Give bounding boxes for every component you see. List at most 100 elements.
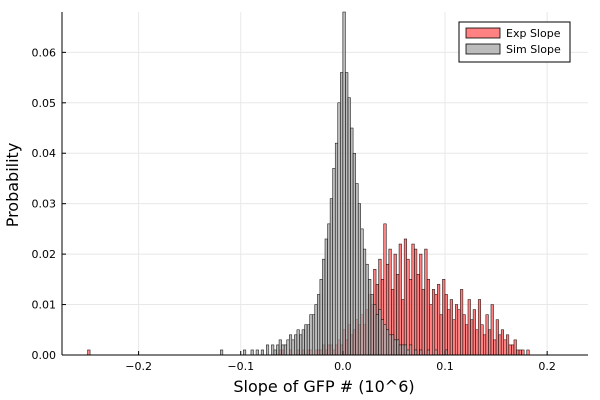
sim-slope-bar	[391, 334, 395, 356]
sim-slope-bar	[350, 127, 354, 356]
exp-slope-bar	[414, 248, 418, 356]
sim-slope-bar	[419, 349, 423, 356]
sim-slope-bar	[281, 344, 285, 356]
exp-slope-bar	[511, 344, 515, 356]
sim-slope-bar	[398, 344, 402, 356]
y-tick-label: 0.04	[32, 147, 57, 160]
x-axis-title: Slope of GFP # (10^6)	[233, 377, 414, 396]
exp-slope-bar	[498, 334, 502, 356]
exp-slope-bar	[434, 294, 438, 356]
sim-slope-bar	[243, 349, 247, 356]
sim-slope-bar	[378, 309, 382, 356]
sim-slope-bar	[401, 344, 405, 356]
sim-slope-bar	[278, 339, 282, 356]
sim-slope-bar	[355, 183, 359, 356]
sim-slope-bar	[409, 344, 413, 356]
sim-slope-bar	[306, 324, 310, 356]
y-tick-label: 0.01	[32, 299, 57, 312]
sim-slope-bar	[406, 349, 410, 356]
exp-slope-bar	[419, 253, 423, 356]
sim-slope-bar	[255, 349, 259, 356]
y-tick-label: 0.00	[32, 349, 57, 362]
y-tick-label: 0.03	[32, 198, 57, 211]
legend-swatch-sim-slope	[465, 43, 501, 55]
sim-slope-bar	[304, 324, 308, 356]
exp-slope-bar	[449, 299, 453, 356]
exp-slope-bar	[421, 289, 425, 356]
exp-slope-bar	[493, 339, 497, 356]
sim-slope-bar	[365, 263, 369, 356]
legend-swatch-exp-slope	[465, 27, 501, 39]
exp-slope-bar	[521, 349, 525, 356]
exp-slope-bar	[426, 279, 430, 356]
sim-slope-bar	[414, 349, 418, 356]
y-axis-title: Probability	[3, 143, 22, 228]
sim-slope-bar	[317, 294, 321, 356]
sim-slope-bar	[309, 314, 313, 356]
sim-slope-bar	[260, 349, 264, 356]
exp-slope-bar	[475, 329, 479, 356]
sim-slope-bar	[327, 223, 331, 356]
sim-slope-bar	[296, 329, 300, 356]
sim-slope-bar	[319, 279, 323, 356]
sim-slope-bar	[220, 349, 224, 356]
exp-slope-bar	[495, 319, 499, 356]
sim-slope-bar	[314, 304, 318, 356]
exp-slope-bar	[465, 324, 469, 356]
sim-slope-bar	[375, 314, 379, 356]
exp-slope-bar	[483, 334, 487, 356]
exp-slope-bar	[460, 289, 464, 356]
sim-slope-bar	[324, 238, 328, 356]
y-tick-label: 0.02	[32, 248, 57, 261]
sim-slope-bar	[322, 258, 326, 356]
legend-label-sim-slope: Sim Slope	[506, 43, 561, 56]
sim-slope-bar	[301, 329, 305, 356]
exp-slope-bar	[403, 238, 407, 356]
exp-slope-bar	[480, 324, 484, 356]
sim-slope-bar	[380, 319, 384, 356]
sim-slope-bar	[352, 152, 356, 356]
legend: Exp Slope Sim Slope	[458, 21, 571, 63]
sim-slope-bar	[283, 344, 287, 356]
sim-slope-bar	[340, 72, 344, 356]
sim-slope-bar	[289, 334, 293, 356]
exp-slope-bar	[472, 309, 476, 356]
axes	[61, 12, 588, 356]
sim-slope-bar	[393, 339, 397, 356]
exp-slope-bar	[488, 329, 492, 356]
exp-slope-bar	[503, 339, 507, 356]
exp-slope-bar	[490, 304, 494, 356]
exp-slope-bar	[485, 314, 489, 356]
exp-slope-bar	[411, 243, 415, 356]
sim-slope-bar	[276, 344, 280, 356]
x-tick-label: 0.0	[334, 360, 352, 373]
sim-slope-bar	[266, 344, 270, 356]
sim-slope-bar	[386, 329, 390, 356]
exp-slope-bar	[454, 304, 459, 356]
sim-slope-bar	[373, 304, 377, 356]
x-tick-label: 0.1	[436, 360, 454, 373]
sim-slope-bar	[294, 334, 298, 356]
exp-slope-bar	[467, 299, 471, 356]
exp-slope-bar	[398, 243, 402, 356]
exp-slope-bar	[452, 319, 456, 356]
exp-slope-bar	[506, 334, 510, 356]
exp-slope-bar	[470, 319, 474, 356]
x-tick-label: −0.1	[227, 360, 254, 373]
exp-slope-bar	[429, 304, 433, 356]
sim-slope-bar	[250, 349, 254, 356]
sim-slope-bar	[337, 102, 341, 356]
exp-slope-bar	[518, 349, 522, 356]
exp-slope-bar	[442, 279, 446, 356]
sim-slope-bar	[286, 339, 290, 356]
sim-slope-bar	[396, 339, 400, 356]
sim-slope-bar	[434, 349, 438, 356]
exp-slope-bar	[500, 329, 504, 356]
sim-slope-bar	[311, 314, 316, 356]
y-tick-label: 0.05	[32, 97, 57, 110]
exp-slope-bar	[87, 349, 91, 356]
exp-slope-bar	[477, 299, 482, 356]
exp-slope-bar	[439, 314, 443, 356]
sim-slope-bar	[383, 324, 387, 356]
